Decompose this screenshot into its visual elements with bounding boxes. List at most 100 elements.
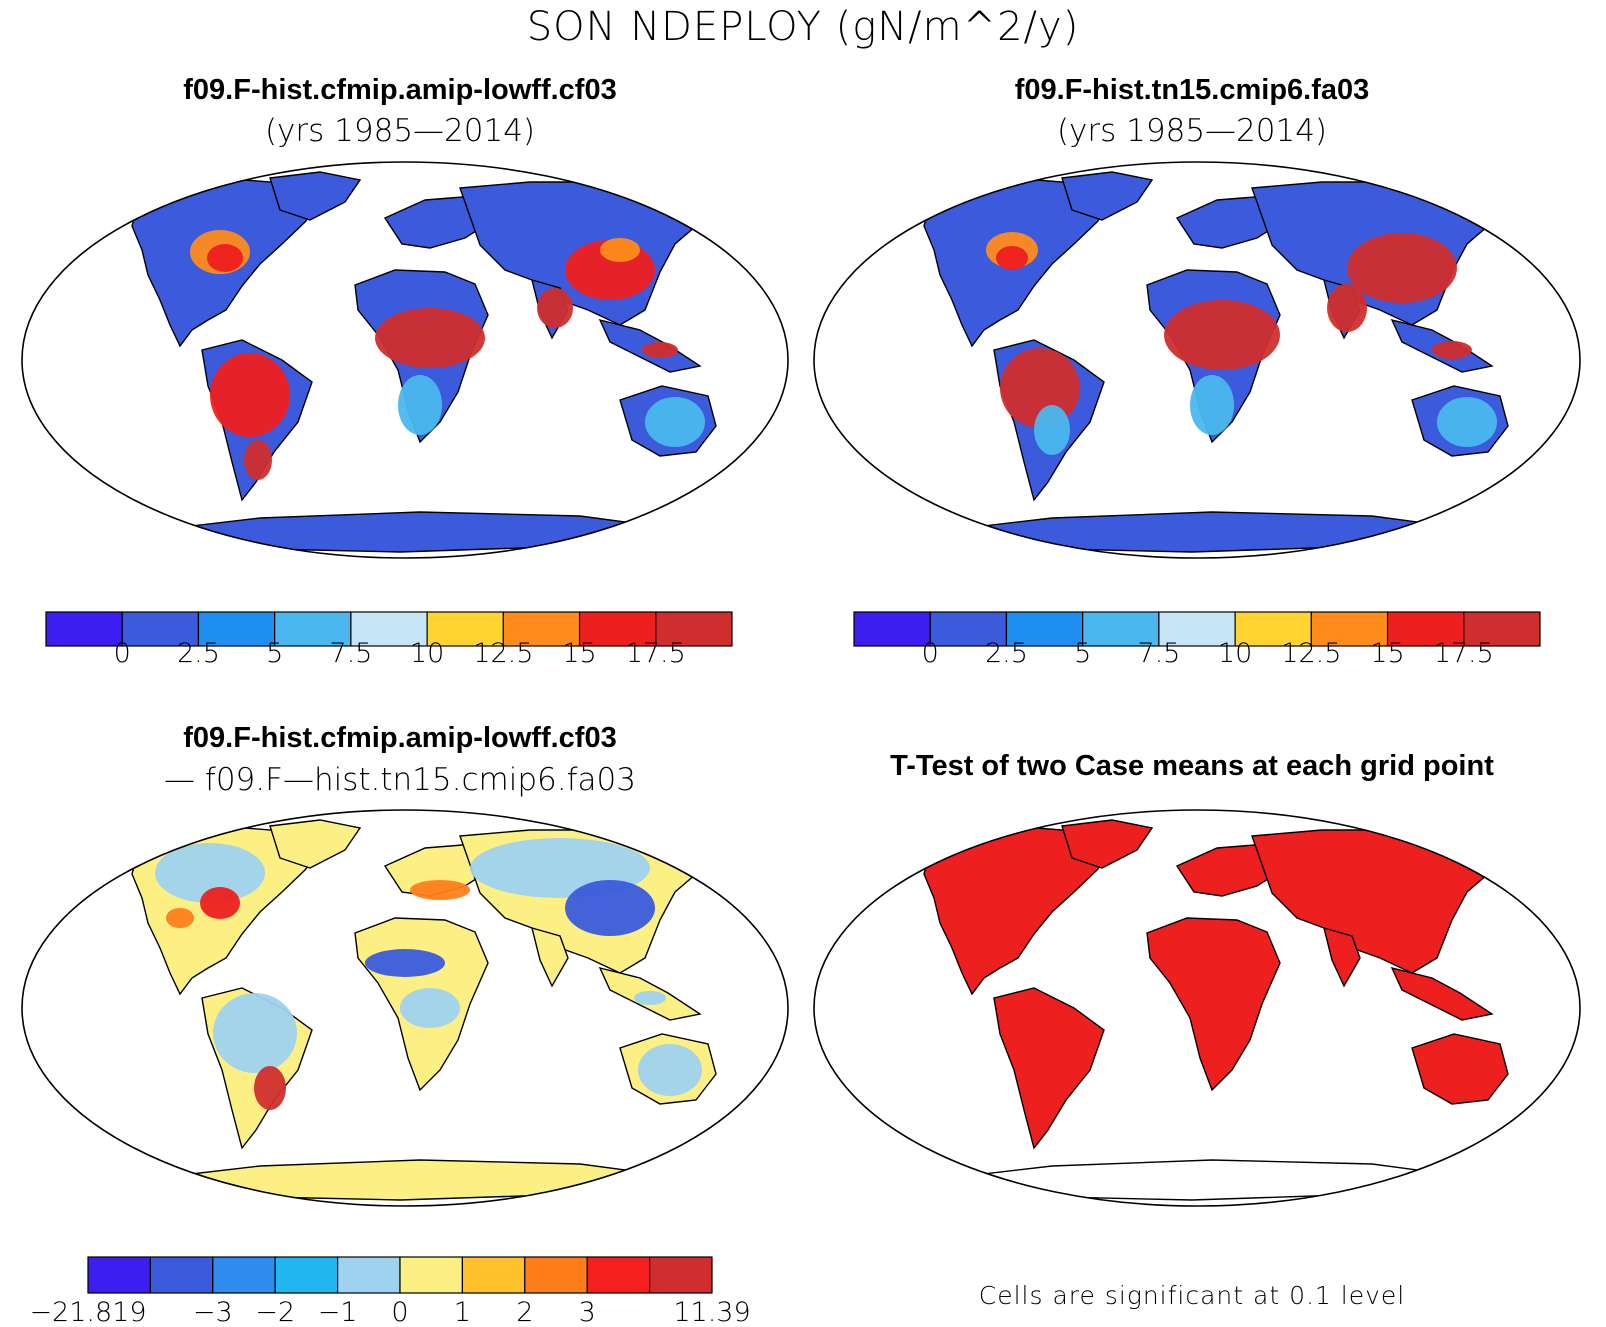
map-content [923,819,1509,1201]
data-overlay [155,838,702,1110]
value-region-7 [600,238,640,262]
colorbar-tick-label: 5 [1074,638,1091,669]
map-frame [21,161,789,559]
value-region-8 [642,342,678,358]
panel-b-title: f09.F-hist.tn15.cmip6.fa03 [1014,74,1370,106]
colorbar-swatch [1310,611,1389,647]
colorbar-swatch [853,611,931,647]
colorbar-swatch [399,1256,464,1294]
colorbar-panel-c: −21.819 −3 −2 −1 0 1 2 3 11.39 [29,1256,751,1327]
colorbar-tick-label: −21.819 [29,1297,146,1327]
colorbar-tick-label: 3 [579,1297,596,1327]
colorbar-tick-label: 12.5 [1281,638,1341,669]
continent-asia [1251,829,1504,974]
colorbar-tick-label: 17.5 [1434,638,1494,669]
colorbar-tick-label: 5 [266,638,283,669]
continent-india [531,926,569,988]
land-layer [923,819,1509,1201]
continent-india [1323,926,1361,988]
colorbar-swatch [655,611,733,647]
continent-greenland [269,171,362,221]
continent-antarctic [931,511,1463,553]
continent-australia [1411,1033,1509,1105]
colorbar-swatch [274,1256,339,1294]
value-region-1 [996,246,1028,270]
panel-a-title: f09.F-hist.cfmip.amip-lowff.cf03 [183,74,617,106]
value-region-2 [166,908,194,928]
colorbar-tick-label: 1 [454,1297,471,1327]
panel-c-subtitle: — f09.F—hist.tn15.cmip6.fa03 [164,762,636,798]
colorbar-swatch [461,1256,526,1294]
value-region-6 [1327,284,1367,332]
data-overlay [986,232,1497,455]
colorbar-swatch [1005,611,1084,647]
colorbar-panel-b: 0 2.5 5 7.5 10 12.5 15 17.5 [853,611,1541,669]
value-region-5 [365,949,445,977]
colorbar-tick-label: 2.5 [177,638,220,669]
value-region-6 [537,288,573,328]
map-frame [813,161,1581,559]
colorbar-tick-label: 15 [1370,638,1404,669]
colorbar-tick-label: 0 [391,1297,408,1327]
colorbar-tick-label: 0 [114,638,131,669]
data-overlay [190,230,705,480]
colorbar-swatch [274,611,352,647]
value-region-8 [565,880,655,936]
value-region-3 [244,440,272,480]
colorbar-swatch [212,1256,276,1294]
colorbar-swatch [87,1256,152,1294]
colorbar-tick-label: 7.5 [1137,638,1180,669]
colorbar-tick-label: 15 [562,638,596,669]
value-region-1 [207,244,243,272]
map-panel-b [813,161,1581,559]
colorbar-tick-label: 0 [922,638,939,669]
continent-antarctic [139,1159,671,1201]
colorbar-swatch [586,1256,651,1294]
colorbar-swatch [337,1256,401,1294]
map-content [923,171,1509,553]
colorbar-swatch [578,611,657,647]
value-region-3 [1034,405,1070,455]
value-region-9 [410,880,470,900]
panel-c-title: f09.F-hist.cfmip.amip-lowff.cf03 [183,722,617,754]
map-frame [813,809,1581,1207]
value-region-10 [398,375,442,435]
value-region-11 [634,991,666,1005]
continent-africa [1146,917,1281,1092]
panel-a-subtitle: (yrs 1985—2014) [264,113,536,149]
value-region-10 [638,1044,702,1096]
value-region-2 [210,353,290,437]
colorbar-tick-label: −2 [255,1297,295,1327]
panel-b-subtitle: (yrs 1985—2014) [1056,113,1328,149]
colorbar-tick-label: 11.39 [673,1297,750,1327]
value-region-9 [1190,375,1234,435]
value-region-4 [1164,300,1280,370]
colorbar-tick-label: 12.5 [473,638,533,669]
colorbar-swatch [1463,611,1541,647]
colorbar-swatch [1082,611,1160,647]
colorbar-tick-label: −1 [318,1297,358,1327]
value-region-9 [645,397,705,447]
continent-greenland [1061,819,1154,869]
colorbar-swatch [426,611,504,647]
colorbar-swatch [149,1256,214,1294]
map-content [131,171,717,553]
colorbar-swatch [1386,611,1465,647]
colorbar-tick-label: 17.5 [626,638,686,669]
map-panel-a [21,161,789,559]
continent-samerica [993,987,1105,1150]
colorbar-swatch [929,611,1008,647]
colorbar-tick-label: 2.5 [985,638,1028,669]
value-region-1 [200,887,240,919]
value-region-8 [1437,397,1497,447]
value-region-3 [213,993,297,1073]
continent-antarctic [931,1159,1463,1201]
colorbar-tick-label: 10 [410,638,444,669]
map-panel-c [21,809,789,1207]
colorbar-swatch [648,1256,713,1294]
colorbar-swatch [524,1256,588,1294]
colorbar-tick-label: −3 [193,1297,233,1327]
panel-d-title: T-Test of two Case means at each grid po… [890,750,1494,782]
colorbar-tick-label: 7.5 [329,638,372,669]
colorbar-panel-a: 0 2.5 5 7.5 10 12.5 15 17.5 [45,611,733,669]
